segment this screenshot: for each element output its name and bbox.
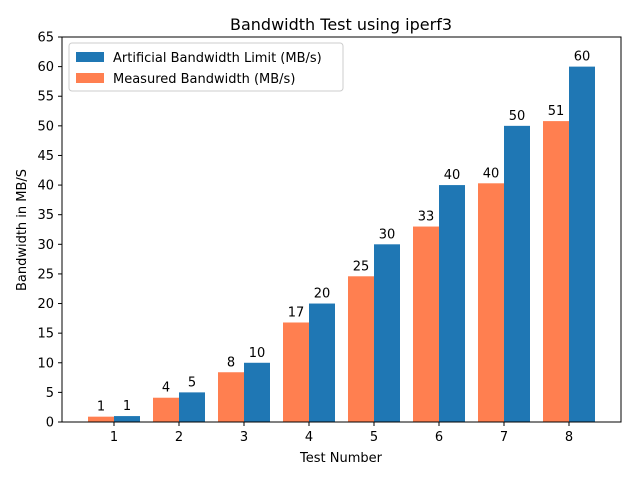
legend-label-series2: Artificial Bandwidth Limit (MB/s) [113, 51, 322, 66]
bar-value-label: 50 [509, 109, 526, 124]
x-tick-label: 4 [305, 430, 313, 445]
bar-value-label: 1 [97, 400, 105, 415]
y-tick-label: 45 [37, 149, 54, 164]
bars-layer [88, 66, 595, 423]
y-tick-label: 5 [46, 386, 54, 401]
legend-swatch-series2 [76, 52, 104, 62]
bar-value-label: 17 [288, 305, 305, 320]
y-tick-label: 65 [37, 31, 54, 46]
bar-series1-test-5 [348, 276, 374, 422]
bar-value-label: 60 [574, 50, 591, 65]
bar-series1-test-4 [283, 322, 309, 422]
bar-series2-test-5 [374, 244, 400, 422]
bar-labels-layer: 1 4 8 17 25 33 40 51 1 5 10 20 30 40 50 60 [97, 50, 590, 415]
bar-value-label: 25 [353, 259, 370, 274]
x-axis-label: Test Number [299, 451, 383, 466]
bar-value-label: 5 [188, 375, 196, 390]
bar-value-label: 33 [418, 210, 435, 225]
bar-series1-test-2 [153, 397, 179, 422]
bar-value-label: 20 [314, 287, 331, 302]
legend-box [68, 42, 344, 92]
y-tick-label: 25 [37, 267, 54, 282]
y-tick-label: 60 [37, 60, 54, 75]
x-axis: 1 2 3 4 5 6 7 8 [110, 422, 573, 445]
x-tick-label: 6 [435, 430, 443, 445]
x-tick-label: 2 [175, 430, 183, 445]
bar-series1-test-6 [413, 226, 439, 422]
bar-value-label: 40 [483, 166, 500, 181]
chart-title: Bandwidth Test using iperf3 [230, 15, 452, 34]
bar-series1-test-8 [543, 121, 569, 423]
bar-value-label: 4 [162, 381, 170, 396]
bar-series1-test-1 [88, 416, 114, 422]
x-tick-label: 3 [240, 430, 248, 445]
y-tick-label: 0 [46, 416, 54, 431]
bar-series1-test-7 [478, 183, 504, 422]
y-tick-label: 35 [37, 208, 54, 223]
x-tick-label: 8 [565, 430, 573, 445]
y-tick-label: 20 [37, 297, 54, 312]
y-tick-label: 15 [37, 327, 54, 342]
bar-series2-test-1 [114, 416, 140, 422]
bar-series2-test-3 [244, 362, 270, 422]
legend-label-series1: Measured Bandwidth (MB/s) [113, 72, 295, 87]
y-tick-label: 55 [37, 90, 54, 105]
bar-series1-test-3 [218, 372, 244, 422]
y-tick-label: 30 [37, 238, 54, 253]
y-tick-label: 50 [37, 119, 54, 134]
bar-series2-test-7 [504, 125, 530, 422]
y-tick-label: 40 [37, 179, 54, 194]
bar-series2-test-2 [179, 392, 205, 422]
legend-swatch-series1 [76, 73, 104, 83]
x-tick-label: 7 [500, 430, 508, 445]
x-tick-label: 1 [110, 430, 118, 445]
x-tick-label: 5 [370, 430, 378, 445]
bar-series2-test-6 [439, 185, 465, 422]
y-axis: 0 5 10 15 20 25 30 35 40 45 50 55 60 65 [37, 31, 62, 431]
y-tick-label: 10 [37, 356, 54, 371]
plot-frame [61, 36, 622, 423]
legend: Artificial Bandwidth Limit (MB/s) Measure… [68, 42, 344, 92]
bar-value-label: 40 [444, 168, 461, 183]
bar-value-label: 30 [379, 227, 396, 242]
bar-value-label: 8 [227, 355, 235, 370]
bar-series2-test-8 [569, 66, 595, 423]
bar-value-label: 10 [249, 346, 266, 361]
bar-value-label: 51 [548, 104, 565, 119]
bar-value-label: 1 [123, 399, 131, 414]
y-axis-label: Bandwidth in MB/S [15, 169, 30, 291]
bar-series2-test-4 [309, 303, 335, 422]
